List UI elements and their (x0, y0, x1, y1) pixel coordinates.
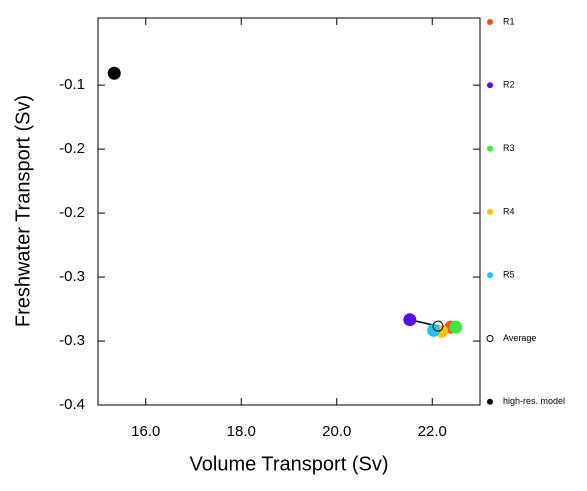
x-tick-label: 16.0 (131, 423, 160, 440)
legend-label: R3 (503, 143, 515, 153)
plot-frame (97, 17, 481, 406)
y-tick-label: -0.2 (59, 140, 85, 157)
legend-label: high-res. model (503, 396, 565, 406)
legend-marker (487, 272, 493, 279)
legend-marker (487, 19, 493, 25)
x-axis-title: Volume Transport (Sv) (190, 453, 389, 475)
x-tick-label: 18.0 (227, 423, 256, 440)
point (449, 320, 463, 334)
legend-label: Average (503, 333, 536, 343)
y-tick-label: -0.2 (59, 204, 85, 221)
y-axis-title: Freshwater Transport (Sv) (12, 95, 34, 327)
point (403, 313, 417, 327)
y-tick-label: -0.4 (59, 396, 85, 413)
legend-marker (486, 335, 494, 342)
x-tick-label: 22.0 (418, 423, 447, 440)
legend-label: R2 (503, 80, 515, 90)
legend-label: R1 (503, 16, 515, 26)
legend-label: R4 (503, 206, 515, 216)
legend-marker (487, 145, 493, 152)
y-tick-label: -0.3 (59, 268, 85, 285)
legend-marker (487, 82, 493, 89)
legend-marker (487, 398, 493, 405)
y-tick-label: -0.3 (59, 332, 85, 349)
point (107, 66, 121, 80)
x-tick-label: 20.0 (322, 423, 351, 440)
legend-marker (487, 208, 493, 215)
point (432, 320, 444, 332)
legend-label: R5 (503, 270, 515, 280)
y-tick-label: -0.1 (59, 76, 85, 93)
point (427, 323, 441, 337)
